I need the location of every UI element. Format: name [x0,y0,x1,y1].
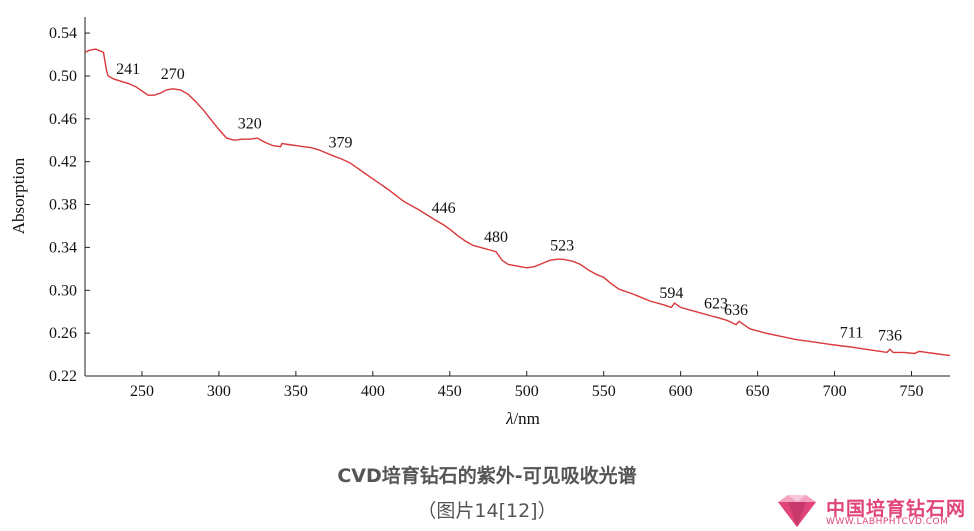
y-tick-label: 0.50 [49,68,77,85]
y-ticks: 0.22 0.26 0.30 0.34 0.38 0.42 0.46 0.50 0.54 [49,25,90,385]
x-tick-label: 350 [284,383,308,400]
x-tick-label: 600 [669,383,693,400]
absorption-series-line [84,48,951,357]
peak-label: 320 [238,115,262,132]
peak-label: 711 [840,324,863,341]
figure-caption-source: （图片14[12]） [417,500,557,522]
peak-label: 523 [550,238,574,255]
y-tick-label: 0.26 [49,325,77,342]
x-tick-label: 250 [130,383,154,400]
watermark-url: WWW.LABHPHTCVD.COM [826,517,949,527]
peak-label: 594 [659,285,683,302]
peak-label: 623 [704,295,728,312]
peak-label: 446 [432,200,456,217]
y-axis-title: Absorption [9,157,28,234]
peak-label: 270 [161,66,185,83]
x-tick-label: 450 [438,383,462,400]
y-tick-label: 0.30 [49,282,77,299]
y-tick-label: 0.38 [49,197,77,214]
y-tick-label: 0.46 [49,111,77,128]
diamond-logo-icon [778,495,816,527]
peak-label: 636 [724,302,748,319]
x-axis-variable: λ [505,409,513,428]
x-axis-unit: /nm [513,409,539,428]
spectrum-chart: 250 300 350 400 450 500 550 600 650 700 750 0.220.… [9,17,951,428]
y-tick-label: 0.54 [49,25,77,42]
peak-label: 379 [328,135,352,152]
peak-label: 480 [484,229,508,246]
peak-label: 736 [878,328,902,345]
site-watermark: 中国培育钻石网 WWW.LABHPHTCVD.COM [774,492,974,531]
x-ticks: 250 300 350 400 450 500 550 600 650 700 750 [130,371,924,400]
chart-axes [84,17,950,377]
y-tick-label: 0.22 [49,368,77,385]
x-tick-label: 750 [900,383,924,400]
x-tick-label: 650 [746,383,770,400]
x-tick-label: 400 [361,383,385,400]
x-tick-label: 500 [515,383,539,400]
watermark-site-name: 中国培育钻石网 [826,498,967,520]
y-tick-label: 0.34 [49,239,77,256]
peak-label: 241 [116,61,140,78]
y-tick-label: 0.42 [49,154,77,171]
figure-caption-title: CVD培育钻石的紫外-可见吸收光谱 [337,465,637,487]
x-tick-label: 550 [592,383,616,400]
x-axis-title: λ/nm [505,409,540,428]
x-tick-label: 700 [823,383,847,400]
x-tick-label: 300 [207,383,231,400]
